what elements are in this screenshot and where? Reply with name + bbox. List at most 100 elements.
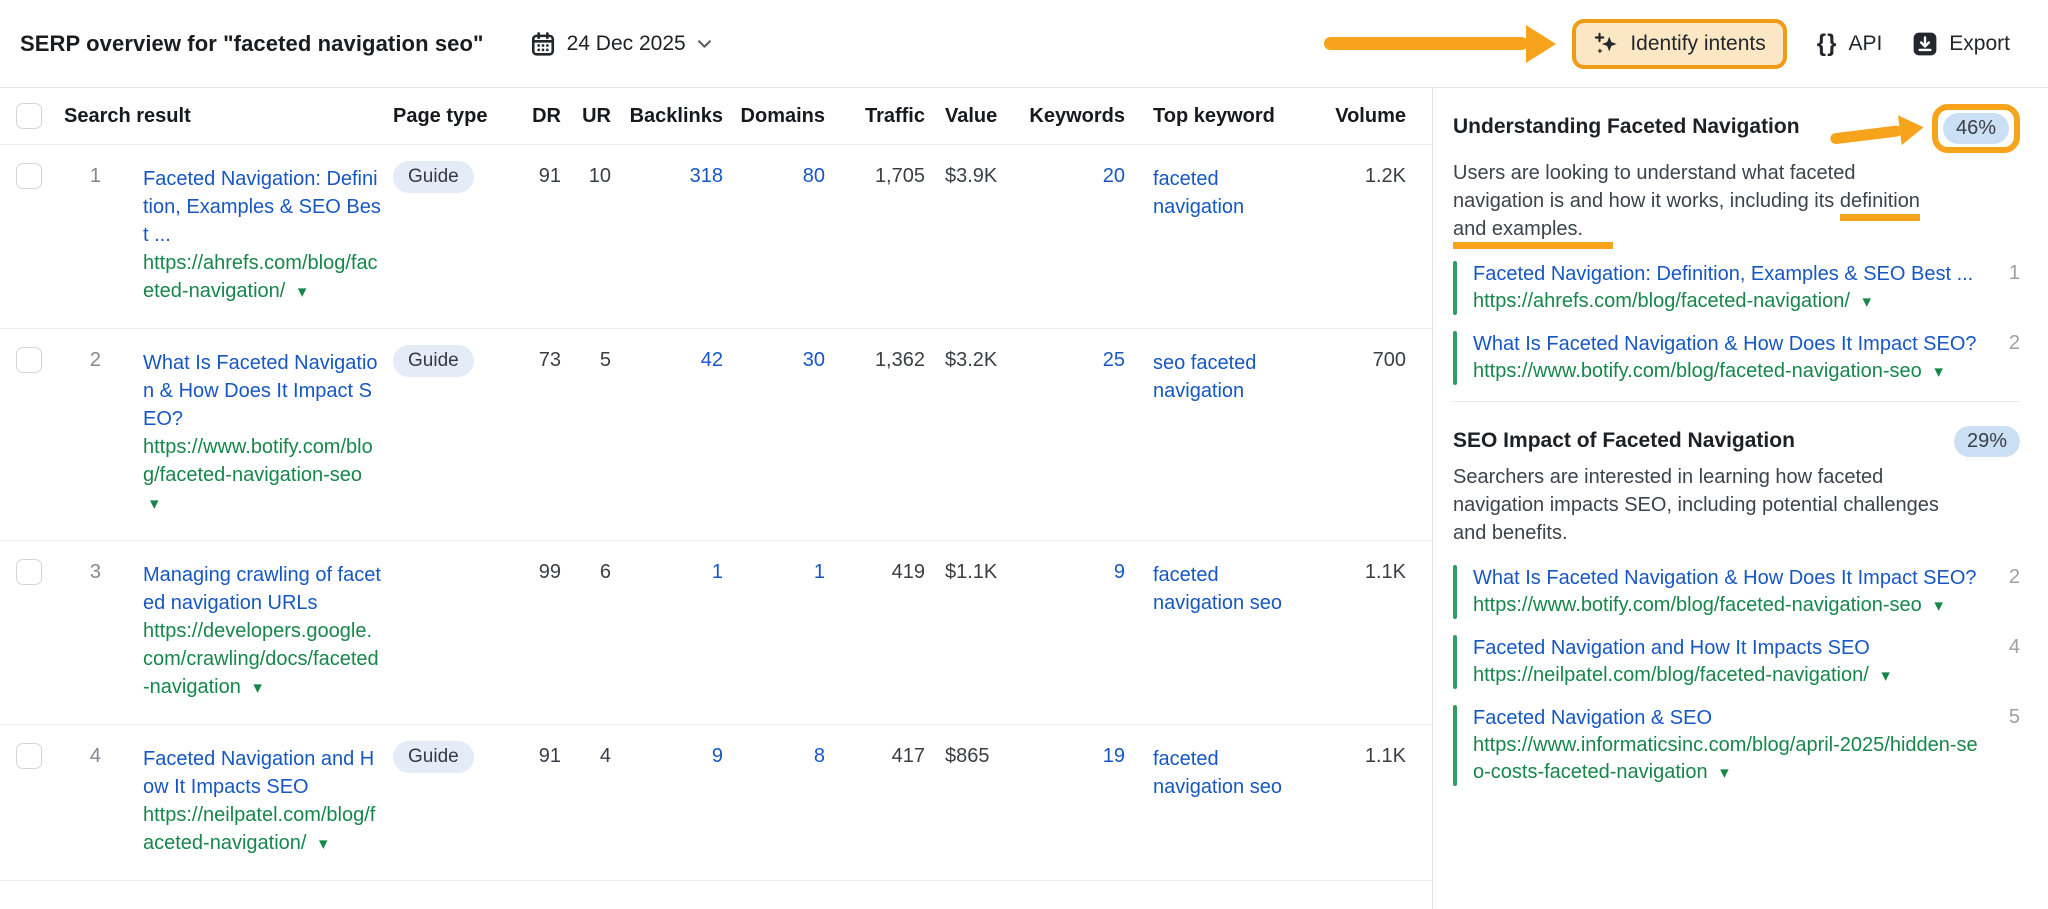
result-title-link[interactable]: What Is Faceted Navigation & How Does It… (143, 352, 378, 430)
intent-result-title-link[interactable]: Faceted Navigation & SEO (1473, 707, 1713, 729)
volume-value: 1.1K (1364, 561, 1406, 583)
expand-caret-icon[interactable]: ▾ (150, 494, 159, 513)
intent-result-url: https://www.informaticsinc.com/blog/apri… (1473, 734, 1978, 783)
column-header-value[interactable]: Value (945, 104, 998, 127)
column-header-backlinks[interactable]: Backlinks (629, 104, 723, 127)
ur-value: 4 (599, 745, 611, 767)
result-title-link[interactable]: Faceted Navigation: Definition, Examples… (143, 168, 381, 246)
intent-result-title-link[interactable]: Faceted Navigation and How It Impacts SE… (1473, 637, 1870, 659)
intent-result-bar (1453, 635, 1457, 689)
intent-result-url: https://ahrefs.com/blog/faceted-navigati… (1473, 290, 1850, 312)
date-picker[interactable]: 24 Dec 2025 (530, 31, 712, 57)
row-checkbox[interactable] (16, 743, 42, 769)
value-value: $3.9K (945, 165, 998, 187)
row-checkbox[interactable] (16, 559, 42, 585)
intent-result: What Is Faceted Navigation & How Does It… (1453, 565, 2020, 619)
intent-result: Faceted Navigation & SEO https://www.inf… (1453, 705, 2020, 786)
column-header-top-keyword[interactable]: Top keyword (1153, 105, 1275, 127)
intent-result-bar (1453, 565, 1457, 619)
top-keyword-link[interactable]: faceted navigation seo (1153, 748, 1282, 798)
column-header-ur[interactable]: UR (582, 104, 611, 127)
dr-value: 73 (538, 349, 561, 371)
keywords-link[interactable]: 19 (1102, 745, 1125, 767)
result-title-link[interactable]: Faceted Navigation and How It Impacts SE… (143, 748, 375, 798)
backlinks-link[interactable]: 42 (700, 349, 723, 371)
braces-icon: {} (1816, 29, 1838, 57)
ur-value: 5 (599, 349, 611, 371)
intent-title: SEO Impact of Faceted Navigation (1453, 429, 1795, 452)
domains-link[interactable]: 1 (813, 561, 825, 583)
api-button[interactable]: {} API (1817, 30, 1883, 58)
row-checkbox[interactable] (16, 163, 42, 189)
column-header-domains[interactable]: Domains (740, 104, 825, 127)
top-keyword-link[interactable]: seo faceted navigation (1153, 352, 1257, 402)
select-all-checkbox[interactable] (16, 103, 42, 129)
dr-value: 99 (538, 561, 561, 583)
intent-result-bar (1453, 705, 1457, 786)
intent-result: Faceted Navigation and How It Impacts SE… (1453, 635, 2020, 689)
result-url: https://neilpatel.com/blog/faceted-navig… (143, 804, 376, 854)
expand-caret-icon[interactable]: ▾ (1862, 292, 1871, 311)
result-url: https://developers.google.com/crawling/d… (143, 620, 379, 698)
expand-caret-icon[interactable]: ▾ (1934, 362, 1943, 381)
column-header-traffic[interactable]: Traffic (864, 104, 925, 127)
expand-caret-icon[interactable]: ▾ (1934, 596, 1943, 615)
page-type-badge: Guide (393, 741, 474, 773)
export-label: Export (1949, 31, 2010, 55)
keywords-link[interactable]: 20 (1102, 165, 1125, 187)
intent-result-url: https://www.botify.com/blog/faceted-navi… (1473, 594, 1922, 616)
keywords-link[interactable]: 9 (1113, 561, 1125, 583)
expand-caret-icon[interactable]: ▾ (1720, 763, 1729, 782)
search-intents-panel: Understanding Faceted Navigation 46% Use… (1433, 88, 2048, 909)
result-url: https://ahrefs.com/blog/faceted-navigati… (143, 252, 378, 302)
annotation-highlight-box: 46% (1931, 104, 2020, 153)
backlinks-link[interactable]: 1 (711, 561, 723, 583)
expand-caret-icon[interactable]: ▾ (253, 678, 262, 697)
intent-result-bar (1453, 331, 1457, 385)
expand-caret-icon[interactable]: ▾ (1881, 666, 1890, 685)
export-icon (1913, 32, 1937, 55)
calendar-icon (531, 31, 554, 56)
serp-position: 1 (89, 165, 101, 187)
top-keyword-link[interactable]: faceted navigation seo (1153, 564, 1282, 614)
expand-caret-icon[interactable]: ▾ (297, 282, 307, 301)
keywords-link[interactable]: 25 (1102, 349, 1125, 371)
annotation-arrow (1828, 111, 1926, 153)
page-title: SERP overview for "faceted navigation se… (20, 30, 484, 56)
domains-link[interactable]: 30 (802, 349, 825, 371)
expand-caret-icon[interactable]: ▾ (319, 834, 328, 853)
backlinks-link[interactable]: 318 (689, 165, 723, 187)
domains-link[interactable]: 80 (802, 165, 825, 187)
serp-position: 3 (89, 561, 101, 583)
intent-share-badge: 46% (1942, 113, 2009, 144)
identify-intents-label: Identify intents (1630, 31, 1766, 55)
column-header-volume[interactable]: Volume (1335, 104, 1406, 127)
ur-value: 6 (599, 561, 611, 583)
column-header-page-type[interactable]: Page type (393, 104, 488, 127)
chevron-down-icon (697, 39, 711, 48)
identify-intents-button[interactable]: Identify intents (1572, 18, 1787, 69)
domains-link[interactable]: 8 (813, 745, 825, 767)
intent-description: Searchers are interested in learning how… (1453, 466, 1939, 544)
top-keyword-link[interactable]: faceted navigation (1153, 168, 1245, 218)
serp-results-table: Search result Page type DR UR Backlinks … (0, 88, 1433, 909)
dr-value: 91 (538, 165, 561, 187)
backlinks-link[interactable]: 9 (711, 745, 723, 767)
row-checkbox[interactable] (16, 347, 42, 373)
intent-result-position: 2 (2008, 332, 2020, 354)
intent-result-position: 1 (2008, 262, 2020, 284)
intent-share-badge: 29% (1953, 426, 2020, 457)
intent-result-title-link[interactable]: What Is Faceted Navigation & How Does It… (1473, 567, 1977, 589)
table-row: 1 Faceted Navigation: Definition, Exampl… (0, 145, 1432, 329)
column-header-dr[interactable]: DR (532, 104, 561, 127)
dr-value: 91 (538, 745, 561, 767)
intent-result-title-link[interactable]: Faceted Navigation: Definition, Examples… (1473, 263, 1974, 285)
intent-result-title-link[interactable]: What Is Faceted Navigation & How Does It… (1473, 333, 1977, 355)
export-button[interactable]: Export (1912, 31, 2010, 57)
intent-result-position: 2 (2008, 566, 2020, 588)
top-toolbar: SERP overview for "faceted navigation se… (0, 0, 2048, 88)
result-title-link[interactable]: Managing crawling of faceted navigation … (143, 564, 381, 614)
column-header-search-result[interactable]: Search result (64, 104, 191, 127)
column-header-keywords[interactable]: Keywords (1029, 104, 1125, 127)
volume-value: 700 (1372, 349, 1406, 371)
